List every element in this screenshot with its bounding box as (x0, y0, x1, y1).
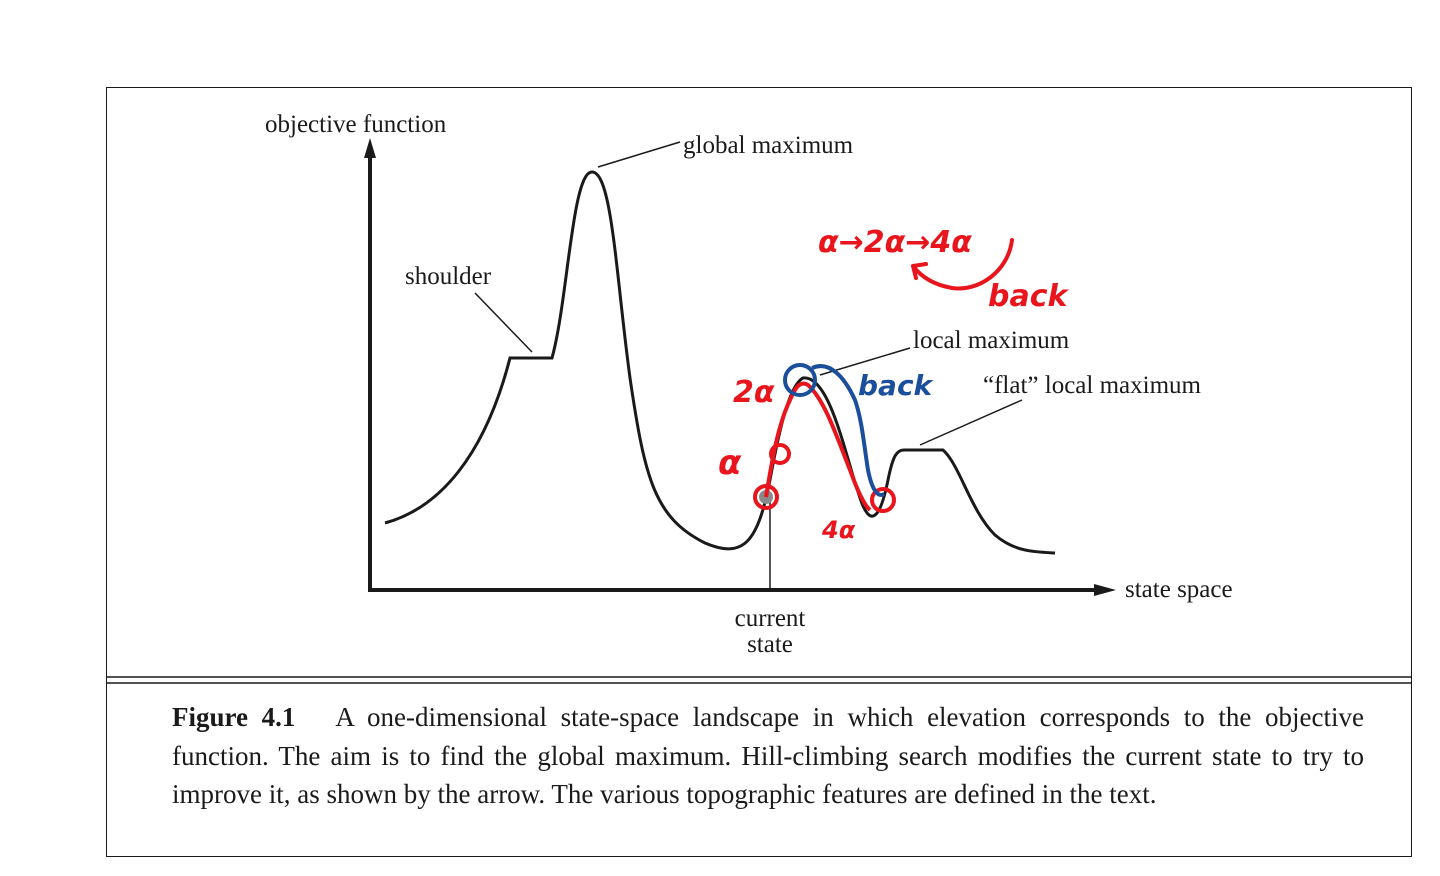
y-axis-label: objective function (265, 111, 447, 138)
red-sequence-label: α→2α→4α (818, 225, 972, 260)
red-circle-alpha (769, 443, 791, 465)
red-circle-4alpha (870, 487, 896, 513)
shoulder-leader (474, 292, 533, 353)
red-circle-start (753, 484, 779, 510)
current-state-label-line1: current (735, 605, 806, 632)
blue-back-label: back (858, 369, 935, 402)
red-annotations: α→2α→4α back 2α α 4α (718, 225, 1070, 544)
red-2alpha-label: 2α (733, 375, 775, 410)
red-4alpha-label: 4α (821, 516, 856, 544)
red-search-path (764, 381, 872, 512)
red-alpha-label: α (718, 443, 742, 483)
flat-local-maximum-leader (919, 399, 1023, 446)
figure-frame (106, 87, 1412, 857)
shoulder-label: shoulder (405, 263, 492, 290)
red-back-arrow (911, 238, 1014, 291)
blue-circle-local-maximum (783, 363, 817, 397)
global-maximum-label: global maximum (683, 132, 854, 159)
y-axis-arrowhead (364, 138, 376, 158)
current-state-label-line2: state (747, 631, 793, 658)
caption-text: A one-dimensional state-space landscape … (172, 702, 1364, 809)
x-axis-arrowhead (1094, 584, 1116, 596)
local-maximum-label: local maximum (913, 327, 1070, 354)
blue-back-path (811, 364, 886, 497)
red-back-label: back (988, 279, 1070, 314)
landscape-curve (384, 170, 1056, 555)
x-axis-label: state space (1125, 576, 1233, 603)
figure-caption: Figure 4.1 A one-dimensional state-space … (172, 698, 1364, 814)
flat-local-maximum-label: “flat” local maximum (983, 372, 1202, 399)
caption-label: Figure 4.1 (172, 702, 296, 732)
global-maximum-leader (597, 141, 681, 168)
blue-annotations: back (783, 363, 935, 497)
